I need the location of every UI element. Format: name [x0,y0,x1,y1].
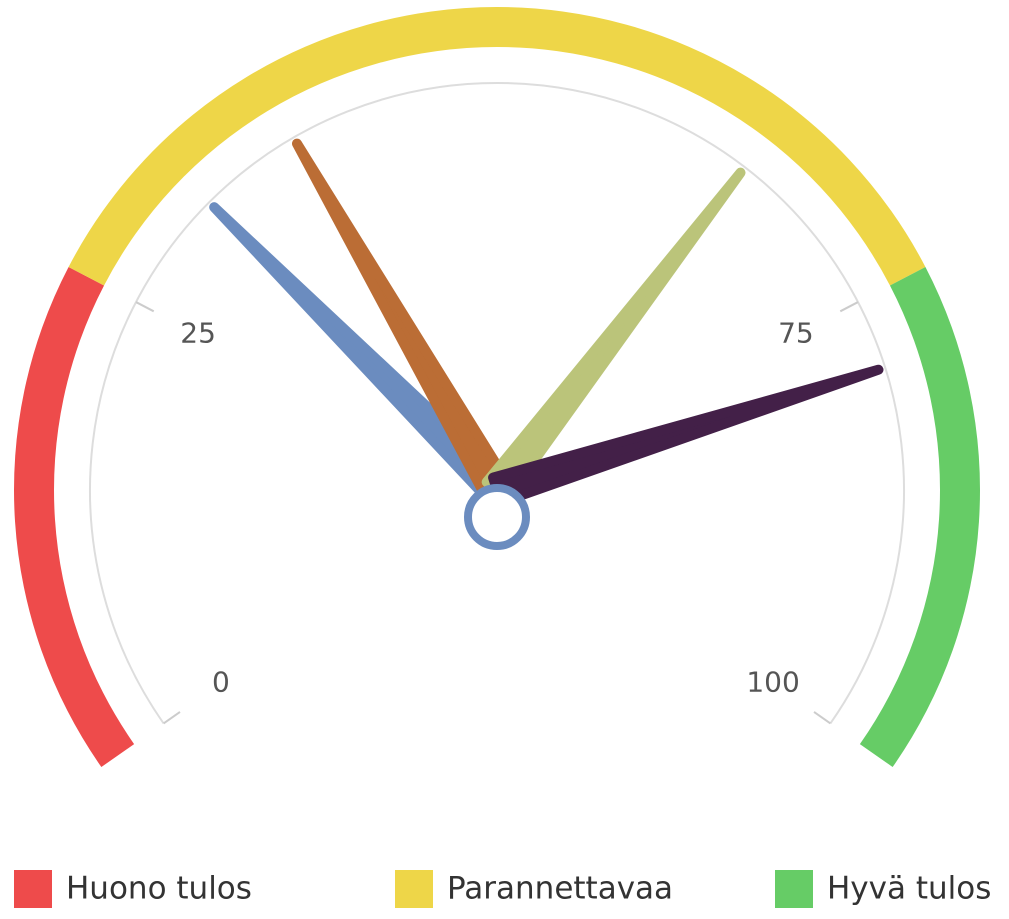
legend-label: Parannettavaa [447,871,673,907]
tick-mark [135,301,155,313]
legend-swatch [14,870,52,908]
axis-line [89,82,905,725]
tick-label: 25 [180,316,216,349]
band [859,266,980,768]
tick-mark [813,711,831,725]
legend-swatch [775,870,813,908]
band [68,6,926,286]
band [13,266,135,768]
tick-mark [163,711,181,725]
tick-label: 75 [778,316,814,349]
legend-label: Huono tulos [66,871,252,907]
pivot [464,484,530,550]
tick-mark [839,301,859,313]
tick-label: 0 [212,665,230,698]
tick-label: 100 [746,665,799,698]
legend-label: Hyvä tulos [827,871,991,907]
legend-swatch [395,870,433,908]
